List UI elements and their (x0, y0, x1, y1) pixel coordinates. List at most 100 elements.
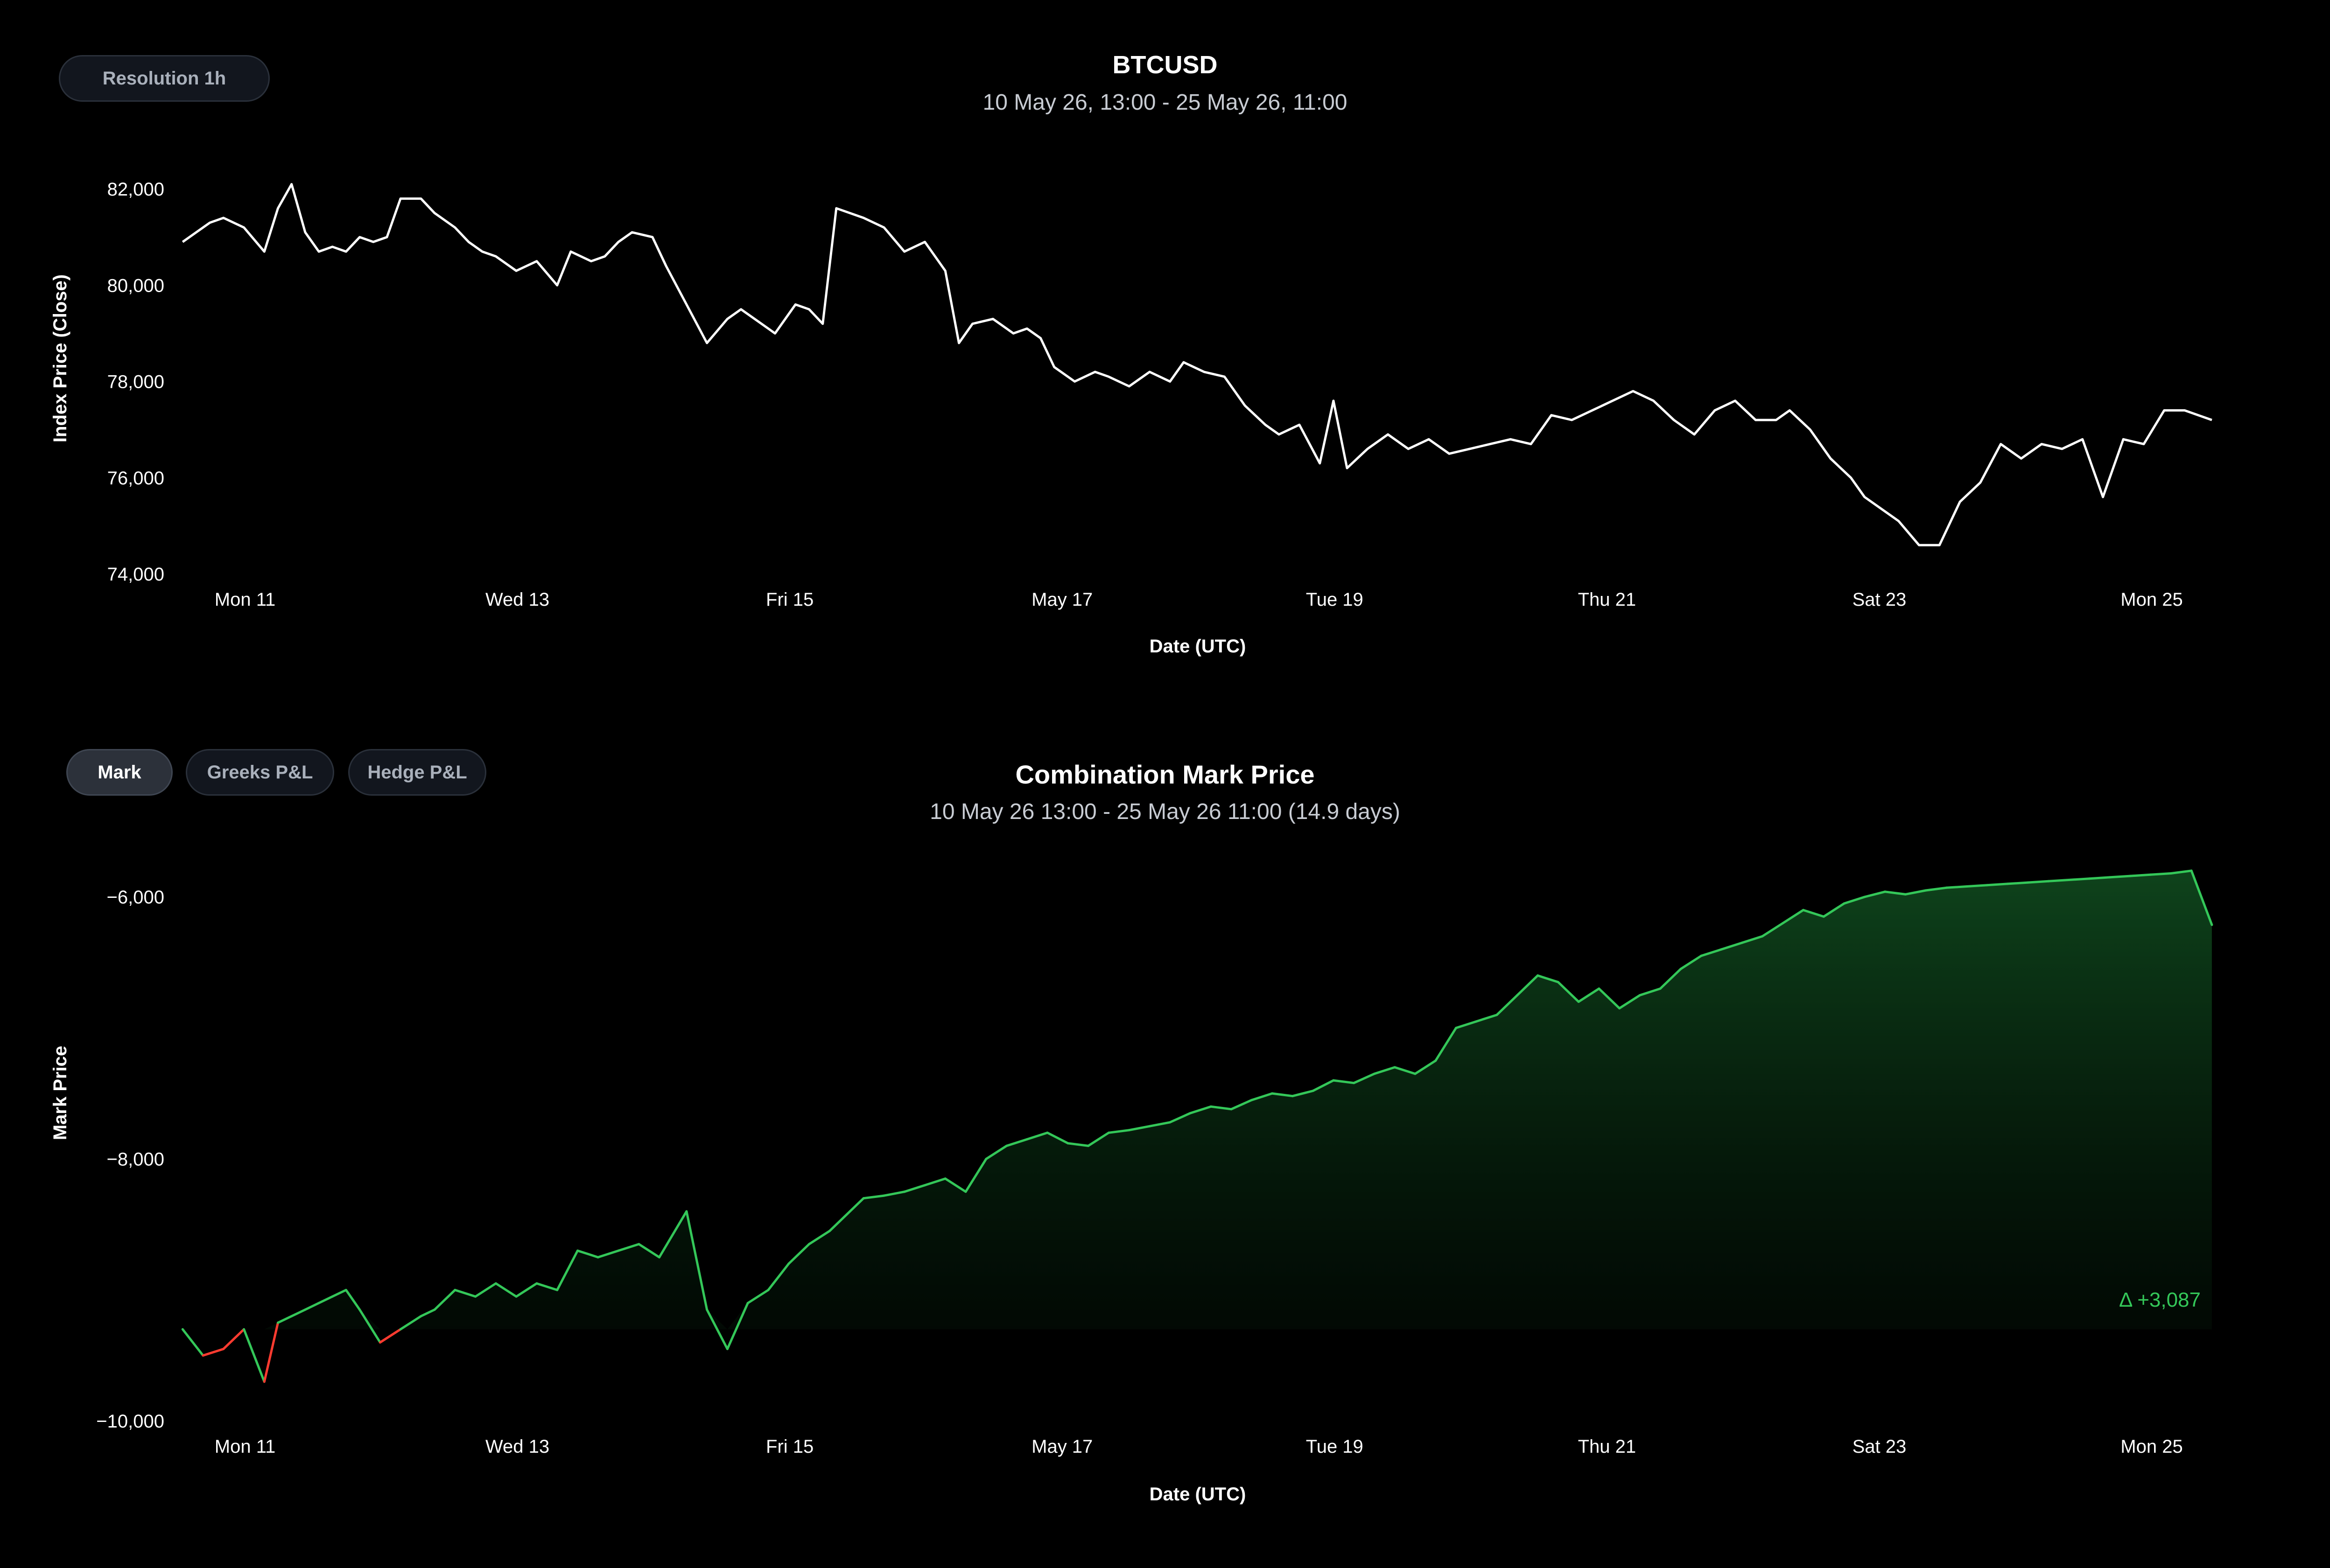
top-x-tick-label: Fri 15 (766, 589, 814, 610)
mark-price-line-segment (2129, 873, 2152, 877)
bottom-x-tick-label: Wed 13 (485, 1436, 549, 1457)
mark-price-line-segment (746, 1288, 770, 1304)
mark-price-line-segment (1638, 987, 1662, 997)
mark-price-line-segment (964, 1158, 988, 1193)
mark-price-line-segment (1945, 885, 1968, 889)
mark-price-line-segment (181, 1328, 204, 1357)
bottom-y-tick-label: −8,000 (107, 1149, 164, 1170)
top-chart-title: BTCUSD (1112, 51, 1218, 79)
mark-price-line-segment (2068, 877, 2091, 881)
mark-price-line-segment (1169, 1112, 1192, 1124)
mark-price-line-segment (1046, 1131, 1069, 1145)
top-x-tick-label: Mon 11 (215, 589, 275, 610)
top-y-tick-label: 82,000 (107, 179, 164, 200)
tab-hedge-pnl[interactable]: Hedge P&L (348, 749, 486, 796)
mark-price-line-segment (849, 1197, 865, 1213)
bottom-x-tick-label: Tue 19 (1306, 1436, 1363, 1457)
mark-price-line-segment (924, 1177, 947, 1187)
mark-price-line-segment (1291, 1090, 1314, 1098)
mark-price-line-segment (277, 1315, 293, 1324)
mark-price-line-segment (1965, 884, 1988, 888)
mark-price-line-segment (1209, 1105, 1233, 1111)
mark-price-line-segment (1025, 1131, 1049, 1141)
mark-price-line-segment (2149, 872, 2172, 876)
mark-price-line-segment (2088, 876, 2111, 880)
top-chart-subtitle: 10 May 26, 13:00 - 25 May 26, 11:00 (983, 90, 1347, 115)
mark-price-line-segment (344, 1288, 361, 1311)
mark-price-line-segment (726, 1302, 749, 1351)
mark-price-line-segment (2190, 869, 2213, 926)
mark-price-line-segment (1107, 1129, 1130, 1134)
mark-price-line-segment (379, 1328, 402, 1344)
bottom-x-tick-label: Mon 11 (215, 1436, 275, 1457)
top-x-tick-label: Thu 21 (1578, 589, 1636, 610)
mark-price-line-segment (2027, 880, 2050, 884)
mark-price-line-segment (1128, 1125, 1151, 1132)
mark-price-line-segment (263, 1321, 279, 1383)
mark-price-line-segment (828, 1210, 851, 1232)
mark-price-line-segment (883, 1190, 906, 1197)
mark-price-line-segment (420, 1308, 436, 1317)
bottom-x-tick-label: Fri 15 (766, 1436, 814, 1457)
mark-price-line-segment (1782, 909, 1804, 924)
mark-price-line-segment (1598, 987, 1621, 1010)
mark-price-line-segment (304, 1302, 320, 1311)
mark-price-line-segment (1250, 1092, 1274, 1101)
tab-greeks-pnl[interactable]: Greeks P&L (186, 749, 334, 796)
mark-price-line-segment (1577, 987, 1600, 1003)
top-y-tick-label: 74,000 (107, 564, 164, 585)
mark-price-line-segment (317, 1295, 334, 1304)
top-x-tick-label: Sat 23 (1853, 589, 1907, 610)
mark-price-line-segment (1802, 909, 1825, 918)
mark-price-line-segment (515, 1282, 538, 1298)
bottom-x-tick-label: Mon 25 (2120, 1436, 2183, 1457)
mark-price-line-segment (358, 1308, 381, 1344)
mark-price-line-segment (1924, 886, 1948, 892)
bottom-chart-title: Combination Mark Price (1015, 760, 1315, 789)
mark-price-line-segment (2169, 869, 2193, 875)
mark-price-line-segment (1414, 1059, 1437, 1075)
mark-price-line-segment (2047, 879, 2070, 882)
mark-price-line-segment (494, 1282, 518, 1298)
mark-price-line-segment (2006, 881, 2029, 885)
top-x-axis-label: Date (UTC) (1150, 636, 1246, 657)
mark-price-line-segment (454, 1288, 477, 1298)
mark-price-line-segment (1495, 994, 1519, 1016)
mark-price-line-segment (1843, 896, 1866, 905)
mark-price-line-segment (1537, 974, 1559, 983)
mark-price-line-segment (1516, 974, 1539, 997)
bottom-y-tick-label: −6,000 (107, 887, 164, 908)
mark-price-line-segment (399, 1315, 422, 1330)
mark-price-line-segment (658, 1210, 688, 1259)
mark-price-line-segment (617, 1243, 640, 1252)
mark-price-line-segment (862, 1194, 885, 1200)
mark-price-line-segment (1904, 889, 1927, 896)
top-y-tick-label: 76,000 (107, 468, 164, 489)
mark-price-line-segment (535, 1282, 559, 1291)
mark-price-line-segment (1679, 954, 1703, 970)
tab-mark[interactable]: Mark (66, 749, 173, 796)
resolution-button[interactable]: Resolution 1h (59, 55, 270, 102)
mark-price-line-segment (1822, 902, 1846, 918)
bottom-y-axis-label: Mark Price (50, 1046, 70, 1140)
mark-price-line-segment (1189, 1105, 1212, 1114)
mark-price-line-segment (576, 1249, 599, 1259)
mark-price-line-segment (1434, 1027, 1457, 1062)
mark-price-line-segment (1986, 882, 2009, 887)
mark-price-line-segment (222, 1328, 246, 1351)
mark-price-line-segment (1005, 1138, 1028, 1147)
mark-price-line-segment (1332, 1079, 1355, 1085)
bottom-x-tick-label: Sat 23 (1853, 1436, 1907, 1457)
mark-price-line-segment (1393, 1066, 1417, 1075)
bottom-x-axis-label: Date (UTC) (1150, 1484, 1246, 1505)
top-y-axis-label: Index Price (Close) (50, 274, 70, 442)
mark-price-line-segment (1353, 1072, 1376, 1085)
mark-price-line-segment (1700, 948, 1723, 957)
mark-price-line-segment (685, 1210, 709, 1311)
delta-label: Δ +3,087 (2119, 1288, 2201, 1311)
mark-price-line-segment (474, 1282, 497, 1298)
mark-price-line-segment (1884, 890, 1907, 896)
mark-price-line-segment (1740, 935, 1764, 944)
mark-price-line-segment (944, 1177, 967, 1193)
